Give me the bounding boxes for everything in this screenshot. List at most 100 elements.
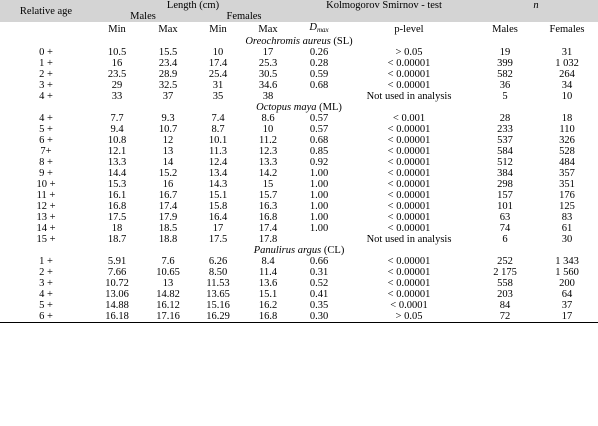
cell-max-females: 11.4 bbox=[259, 267, 277, 278]
cell-max-males: 15.5 bbox=[158, 47, 178, 58]
cell-relative-age: 14 + bbox=[36, 223, 56, 234]
cell-n-males: 558 bbox=[497, 278, 513, 289]
cell-min-males: 13.06 bbox=[105, 289, 129, 300]
cell-n-males: 5 bbox=[502, 91, 508, 102]
cell-dmax: 0.41 bbox=[309, 289, 329, 300]
cell-min-males: 7.66 bbox=[107, 267, 127, 278]
cell-max-females: 17 bbox=[262, 47, 274, 58]
cell-max-males: 28.9 bbox=[158, 69, 178, 80]
cell-p-level: < 0.00001 bbox=[387, 223, 431, 234]
cell-n-females: 61 bbox=[561, 223, 573, 234]
cell-n-females: 1 343 bbox=[555, 256, 579, 267]
cell-max-males: 16.7 bbox=[158, 190, 178, 201]
cell-max-females: 30.5 bbox=[258, 69, 278, 80]
cell-n-males: 6 bbox=[502, 234, 508, 245]
cell-min-females: 17.5 bbox=[208, 234, 228, 245]
cell-min-females: 12.4 bbox=[208, 157, 228, 168]
cell-p-level: < 0.00001 bbox=[387, 157, 431, 168]
table-row: 2 + 23.5 28.9 25.4 30.5 0.59 < 0.00001 582 264 bbox=[0, 69, 598, 80]
cell-n-females: 528 bbox=[559, 146, 575, 157]
cell-max-males: 7.6 bbox=[161, 256, 175, 267]
table-row: 13 + 17.5 17.9 16.4 16.8 1.00 < 0.00001 63 83 bbox=[0, 212, 598, 223]
cell-relative-age: 1 + bbox=[39, 256, 53, 267]
cell-relative-age: 8 + bbox=[39, 157, 53, 168]
cell-min-males: 14.88 bbox=[105, 300, 129, 311]
header-males: Males bbox=[92, 11, 194, 22]
cell-p-level: < 0.00001 bbox=[387, 201, 431, 212]
cell-min-males: 15.3 bbox=[107, 179, 127, 190]
cell-min-males: 9.4 bbox=[110, 124, 124, 135]
cell-min-males: 29 bbox=[111, 80, 123, 91]
cell-relative-age: 7+ bbox=[40, 146, 52, 157]
cell-max-males: 15.2 bbox=[158, 168, 178, 179]
cell-p-level: < 0.00001 bbox=[387, 58, 431, 69]
cell-max-females: 25.3 bbox=[258, 58, 278, 69]
cell-max-males: 16.12 bbox=[156, 300, 180, 311]
cell-n-males: 157 bbox=[497, 190, 513, 201]
species-name: Oreochromis aureus bbox=[245, 36, 331, 47]
cell-p-level: > 0.05 bbox=[344, 311, 475, 323]
cell-max-females: 16.8 bbox=[242, 311, 294, 323]
table-row: 7+ 12.1 13 11.3 12.3 0.85 < 0.00001 584 528 bbox=[0, 146, 598, 157]
cell-max-males: 18.5 bbox=[158, 223, 178, 234]
cell-max-males: 16 bbox=[162, 179, 174, 190]
length-measure: (CL) bbox=[323, 245, 345, 256]
table-row: 12 + 16.8 17.4 15.8 16.3 1.00 < 0.00001 101 125 bbox=[0, 201, 598, 212]
cell-dmax: 1.00 bbox=[309, 179, 329, 190]
table-row: 8 + 13.3 14 12.4 13.3 0.92 < 0.00001 512 484 bbox=[0, 157, 598, 168]
cell-n-females: 17 bbox=[536, 311, 598, 323]
cell-p-level: < 0.00001 bbox=[387, 124, 431, 135]
cell-min-females: 10.1 bbox=[208, 135, 228, 146]
section-title: Panulirus argus (CL) bbox=[0, 245, 598, 256]
cell-relative-age: 3 + bbox=[39, 278, 53, 289]
length-measure: (SL) bbox=[333, 36, 353, 47]
cell-p-level: < 0.00001 bbox=[387, 278, 431, 289]
table-row: 4 + 13.06 14.82 13.65 15.1 0.41 < 0.00001 203 64 bbox=[0, 289, 598, 300]
cell-n-males: 72 bbox=[474, 311, 537, 323]
cell-max-males: 17.9 bbox=[158, 212, 178, 223]
cell-p-level: < 0.00001 bbox=[387, 179, 431, 190]
cell-min-males: 10.8 bbox=[107, 135, 127, 146]
table-row: 4 + 33 37 35 38 Not used in analysis 5 10 bbox=[0, 91, 598, 102]
cell-min-males: 23.5 bbox=[107, 69, 127, 80]
cell-max-males: 12 bbox=[162, 135, 174, 146]
cell-dmax bbox=[294, 91, 344, 102]
cell-max-females: 17.4 bbox=[258, 223, 278, 234]
cell-dmax: 0.66 bbox=[309, 256, 329, 267]
cell-min-females: 13.4 bbox=[208, 168, 228, 179]
cell-p-level: < 0.00001 bbox=[387, 190, 431, 201]
header-min-males: Min bbox=[108, 23, 126, 35]
cell-n-males: 298 bbox=[497, 179, 513, 190]
cell-dmax: 0.30 bbox=[294, 311, 344, 323]
cell-min-females: 6.26 bbox=[208, 256, 228, 267]
cell-n-females: 34 bbox=[561, 80, 573, 91]
cell-n-males: 384 bbox=[497, 168, 513, 179]
cell-max-males: 14 bbox=[162, 157, 174, 168]
cell-dmax: 0.57 bbox=[309, 113, 329, 124]
cell-dmax: 1.00 bbox=[309, 190, 329, 201]
table-row: 9 + 14.4 15.2 13.4 14.2 1.00 < 0.00001 384 357 bbox=[0, 168, 598, 179]
table-row: 14 + 18 18.5 17 17.4 1.00 < 0.00001 74 61 bbox=[0, 223, 598, 234]
cell-dmax: 0.28 bbox=[309, 58, 329, 69]
cell-relative-age: 10 + bbox=[36, 179, 56, 190]
cell-max-males: 10.65 bbox=[156, 267, 180, 278]
cell-p-level: Not used in analysis bbox=[366, 91, 452, 102]
cell-dmax: 0.59 bbox=[309, 69, 329, 80]
cell-n-females: 83 bbox=[561, 212, 573, 223]
header-p-level: p-level bbox=[394, 23, 424, 35]
cell-n-males: 74 bbox=[499, 223, 511, 234]
table-row: 5 + 14.88 16.12 15.16 16.2 0.35 < 0.0001 84 37 bbox=[0, 300, 598, 311]
cell-max-males: 13 bbox=[162, 146, 174, 157]
cell-min-males: 10.72 bbox=[105, 278, 129, 289]
cell-dmax: 1.00 bbox=[309, 201, 329, 212]
cell-n-females: 357 bbox=[559, 168, 575, 179]
table-row: 1 + 5.91 7.6 6.26 8.4 0.66 < 0.00001 252 1 343 bbox=[0, 256, 598, 267]
cell-min-males: 18 bbox=[111, 223, 123, 234]
cell-min-females: 17 bbox=[212, 223, 224, 234]
cell-max-males: 13 bbox=[162, 278, 174, 289]
cell-min-females: 8.50 bbox=[208, 267, 228, 278]
cell-max-females: 16.3 bbox=[258, 201, 278, 212]
cell-p-level: < 0.0001 bbox=[390, 300, 428, 311]
cell-min-females: 17.4 bbox=[208, 58, 228, 69]
cell-relative-age: 5 + bbox=[39, 124, 53, 135]
